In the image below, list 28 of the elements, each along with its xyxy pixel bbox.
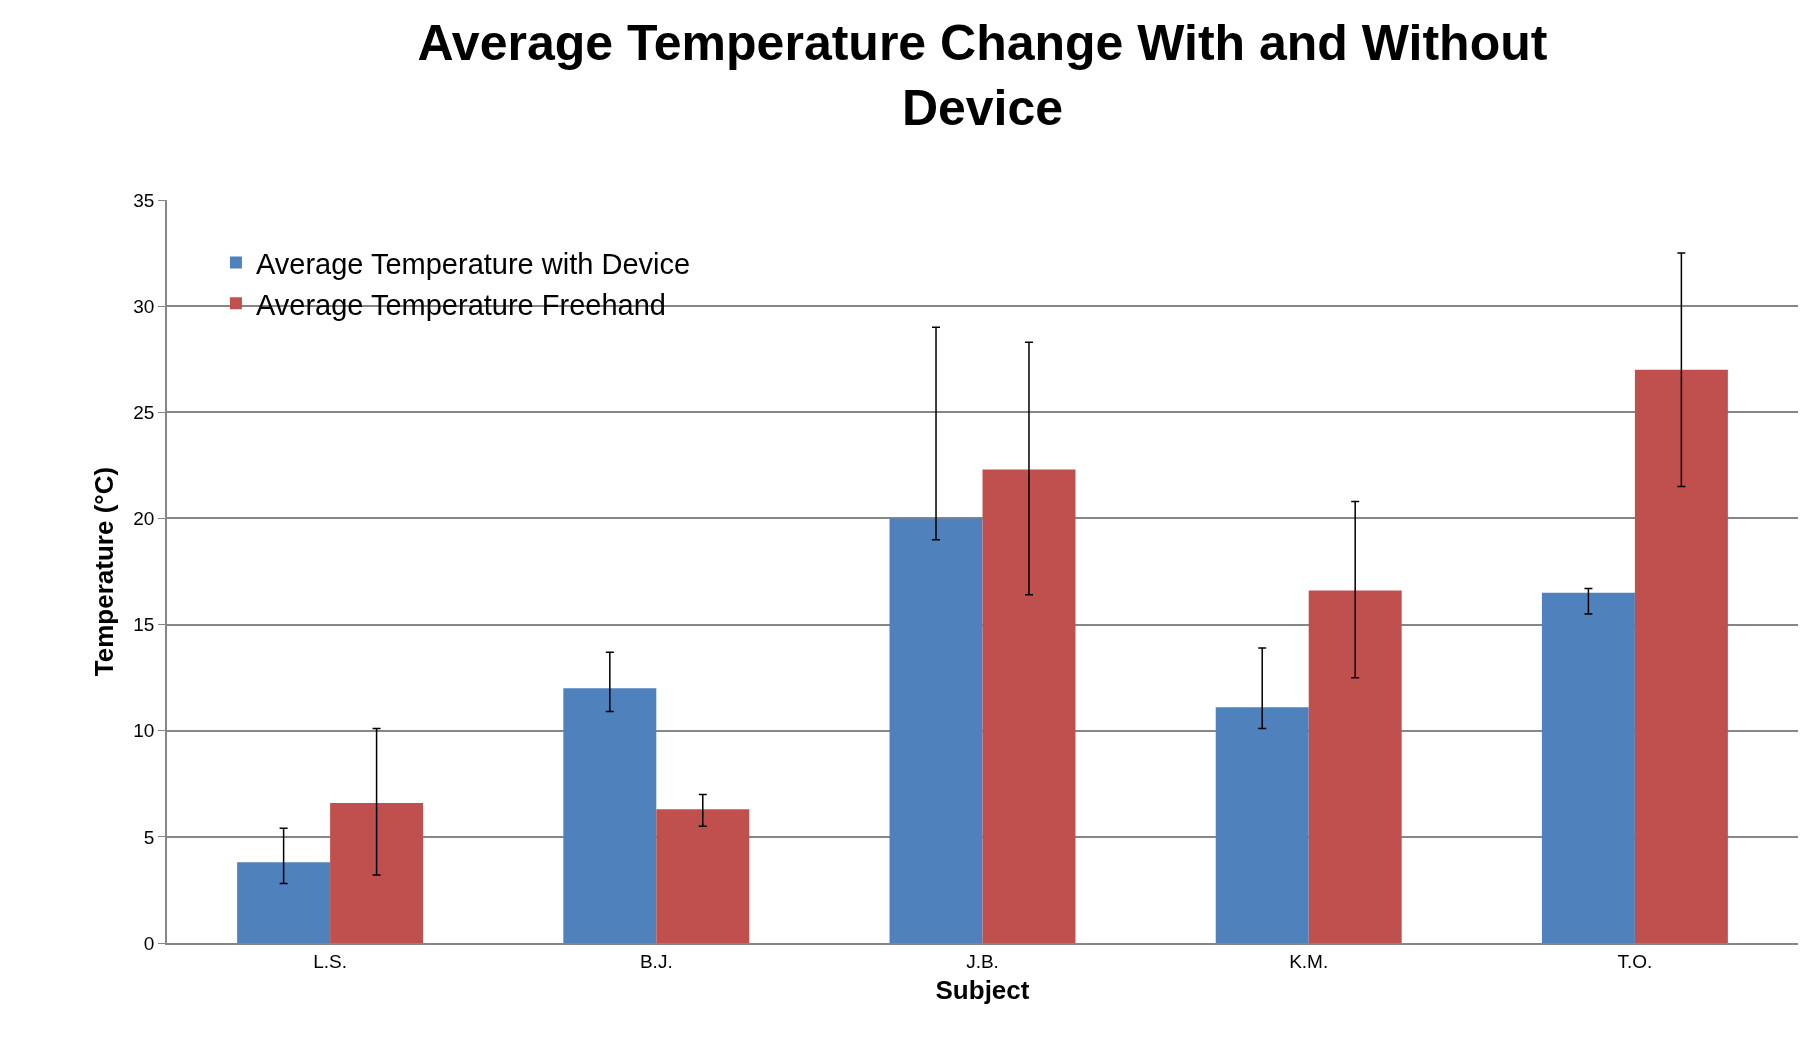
bar xyxy=(1634,369,1728,943)
y-tick-label: 10 xyxy=(133,720,155,742)
y-tick-label: 0 xyxy=(143,932,155,954)
legend-label: Average Temperature with Device xyxy=(255,247,691,280)
bar xyxy=(237,862,331,943)
x-tick-label: B.J. xyxy=(639,950,673,972)
x-tick-label: L.S. xyxy=(313,950,348,972)
bar xyxy=(1215,707,1309,943)
y-tick-label: 25 xyxy=(133,401,155,423)
legend-label: Average Temperature Freehand xyxy=(255,288,666,321)
y-tick-label: 15 xyxy=(133,614,155,636)
y-tick-label: 35 xyxy=(133,189,155,211)
bar xyxy=(1308,590,1402,943)
bar xyxy=(656,809,750,943)
y-tick-label: 5 xyxy=(143,826,155,848)
x-tick-label: K.M. xyxy=(1289,950,1329,972)
x-axis-title: Subject xyxy=(935,974,1030,1005)
y-tick-label: 20 xyxy=(133,508,155,530)
x-tick-label: T.O. xyxy=(1617,950,1653,972)
bar xyxy=(330,802,424,943)
y-axis-title: Temperature (°C) xyxy=(89,466,120,677)
bar xyxy=(1541,592,1635,943)
chart-title: Average Temperature Change With and Without Device xyxy=(417,15,1548,136)
bar xyxy=(982,469,1076,943)
bar xyxy=(563,688,657,943)
bar xyxy=(889,518,983,943)
y-tick-label: 30 xyxy=(133,295,155,317)
x-tick-label: J.B. xyxy=(966,950,999,972)
